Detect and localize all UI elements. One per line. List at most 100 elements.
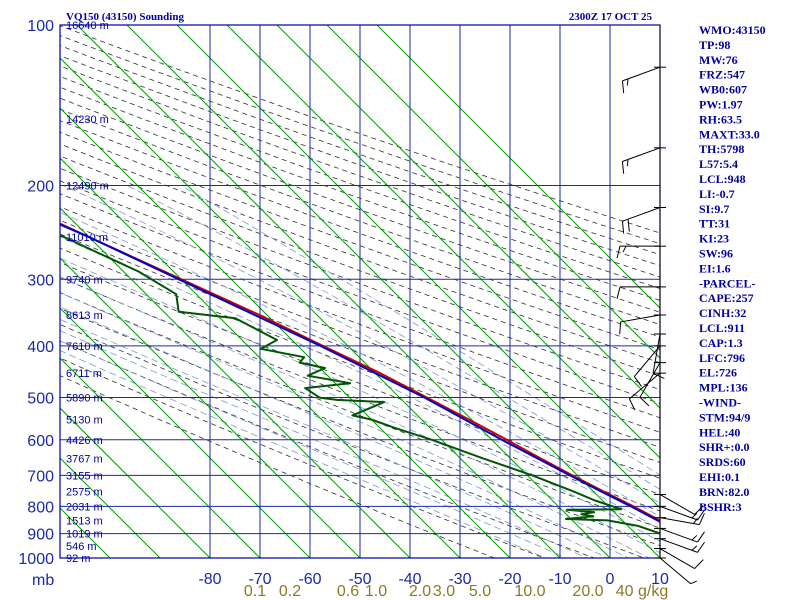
mixing-ratio-label: 3.0 <box>433 583 455 600</box>
wind-barb-shaft <box>620 314 661 323</box>
wind-barb-flag <box>616 286 621 300</box>
sounding-index: STM:94/9 <box>699 410 750 424</box>
sounding-index: SRDS:60 <box>699 455 746 469</box>
wind-barb-flag <box>697 531 705 543</box>
sounding-traces <box>60 222 660 535</box>
wind-barb <box>616 245 666 259</box>
sounding-index: MPL:136 <box>699 381 748 395</box>
wind-barb-shaft <box>659 557 691 585</box>
wind-barb-shaft <box>622 66 661 82</box>
temperature-tick-label: 10 <box>651 571 669 588</box>
sounding-index: CINH:32 <box>699 306 746 320</box>
wind-barb-flag <box>633 376 642 387</box>
sounding-index: -PARCEL- <box>699 276 755 290</box>
wind-barb-flag <box>639 396 650 407</box>
dry-adiabat-line <box>60 180 660 404</box>
dry-adiabat-line <box>60 340 596 558</box>
pressure-tick-label: 300 <box>27 272 54 289</box>
sounding-index: TP:98 <box>699 38 730 52</box>
moist-adiabat-line <box>60 257 660 542</box>
isotherm-line <box>60 207 411 558</box>
sounding-index: KI:23 <box>699 232 729 246</box>
height-label: 1019 m <box>66 529 103 541</box>
mixing-ratio-label: 0.1 <box>244 583 266 600</box>
pressure-tick-label: 800 <box>27 499 54 516</box>
wind-barb-flag <box>690 580 697 585</box>
wind-barb <box>654 505 705 521</box>
wind-barb-shaft <box>639 362 661 398</box>
mixing-ratio-label: 40 g/kg <box>616 583 668 600</box>
wind-barb-flag <box>626 78 629 86</box>
mixing-ratio-label: 10.0 <box>514 583 545 600</box>
wind-barb-shaft <box>659 517 700 526</box>
x-axis-label: mb <box>32 572 54 589</box>
sounding-indices: WMO:43150TP:98MW:76FRZ:547WB0:607PW:1.97… <box>699 23 766 514</box>
sounding-index: LFC:796 <box>699 351 745 365</box>
height-label: 3767 m <box>66 453 103 465</box>
isotherm-line <box>76 25 611 558</box>
height-label: 14230 m <box>66 114 109 126</box>
temperature-tick-label: -40 <box>398 571 421 588</box>
height-label: 16640 m <box>66 20 109 32</box>
height-label: 12490 m <box>66 180 109 192</box>
moist-adiabat-line <box>63 185 660 504</box>
height-label: 92 m <box>66 553 90 565</box>
wind-barb-shaft <box>633 345 661 377</box>
chart-title: VQ150 (43150) Sounding <box>66 11 184 23</box>
wind-barb <box>633 345 666 387</box>
temperature-tick-label: -50 <box>348 571 371 588</box>
moist-adiabat-line <box>60 292 650 558</box>
height-labels: 16640 m 14230 m 12490 m 11010 m 9740 m 8613 m… <box>66 20 109 565</box>
temperature-tick-label: -70 <box>248 571 271 588</box>
wind-barb-shaft <box>629 372 661 400</box>
mixing-ratio-label: 5.0 <box>469 583 491 600</box>
dry-adiabat-line <box>60 277 660 512</box>
dry-adiabat-line <box>60 120 660 338</box>
moist-adiabat-line <box>60 211 660 517</box>
pressure-tick-label: 900 <box>27 527 54 544</box>
sounding-index: LCL:948 <box>699 172 746 186</box>
wind-barb <box>621 147 666 174</box>
wind-barb-flag <box>621 221 625 234</box>
height-label: 3155 m <box>66 470 103 482</box>
wind-barb-flag <box>622 245 627 253</box>
temperature-tick-label: -30 <box>448 571 471 588</box>
mixing-ratio-label: 0.6 <box>337 583 359 600</box>
wind-barb <box>628 372 666 411</box>
wind-barb-flag <box>697 541 705 553</box>
dry-adiabat-line <box>60 323 646 558</box>
height-label: 2575 m <box>66 486 103 498</box>
sounding-index: EI:1.6 <box>699 261 731 275</box>
wind-barb <box>654 548 704 569</box>
dry-adiabat-line <box>60 108 660 325</box>
dry-adiabat-line <box>60 193 660 419</box>
height-label: 9740 m <box>66 274 103 286</box>
sounding-index: CAP:1.3 <box>699 336 743 350</box>
mixing-ratio-label: 2.0 <box>409 583 431 600</box>
pressure-tick-label: 1000 <box>18 551 54 568</box>
dry-adiabat-line <box>60 86 660 301</box>
wind-barb <box>654 513 705 526</box>
height-label: 5890 m <box>66 393 103 405</box>
wind-barb-flag <box>693 517 698 524</box>
sounding-index: WB0:607 <box>699 83 747 97</box>
height-label: 1513 m <box>66 515 103 527</box>
wind-barb-shaft <box>659 527 698 543</box>
temperature-tick-label: 0 <box>606 571 615 588</box>
isotherm-line <box>276 25 660 409</box>
pressure-tick-label: 100 <box>27 18 54 35</box>
wind-barb-flag <box>691 535 698 541</box>
mixing-ratio-label: 20.0 <box>572 583 603 600</box>
wind-barb <box>654 557 697 585</box>
sounding-index: L57:5.4 <box>699 157 738 171</box>
dry-adiabat-line <box>60 233 660 463</box>
wind-barb-flag <box>626 159 629 167</box>
moist-adiabat-line <box>60 306 630 558</box>
wind-barb-flag <box>621 80 625 94</box>
dry-adiabat-line <box>60 167 660 391</box>
wind-barb-shaft <box>659 548 695 569</box>
sounding-index: RH:63.5 <box>699 112 742 126</box>
wind-barb <box>619 314 666 335</box>
moist-adiabat-line <box>126 185 660 490</box>
